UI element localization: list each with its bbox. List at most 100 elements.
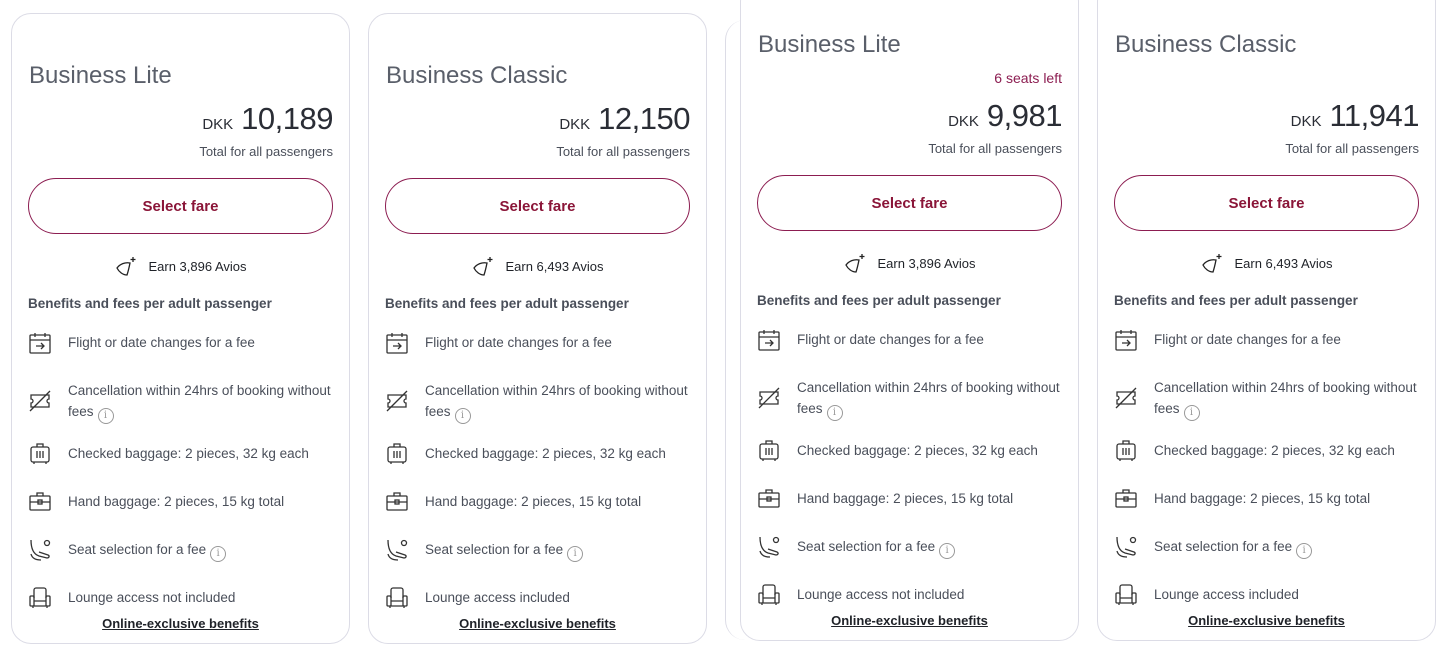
hand-bag-icon [1114, 488, 1154, 517]
benefit-label: Checked baggage: 2 pieces, 32 kg each [797, 443, 1038, 458]
benefit-item: Cancellation within 24hrs of booking wit… [757, 377, 1062, 421]
fare-price: DKK 9,981 [757, 98, 1062, 140]
benefit-text: Lounge access included [425, 587, 570, 608]
seat-icon [1114, 536, 1154, 565]
price-amount: 10,189 [241, 101, 333, 136]
lounge-chair-icon [385, 587, 425, 616]
online-exclusive-benefits-link[interactable]: Online-exclusive benefits [459, 616, 616, 631]
benefit-text: Checked baggage: 2 pieces, 32 kg each [1154, 440, 1395, 461]
benefits-heading: Benefits and fees per adult passenger [1114, 293, 1358, 308]
benefit-item: Seat selection for a fee i [385, 539, 690, 568]
benefit-text: Checked baggage: 2 pieces, 32 kg each [68, 443, 309, 464]
checked-bag-icon [28, 443, 68, 472]
benefit-label: Checked baggage: 2 pieces, 32 kg each [68, 446, 309, 461]
select-fare-button[interactable]: Select fare [28, 178, 333, 234]
fare-price: DKK 12,150 [385, 101, 690, 143]
avios-label: Earn 3,896 Avios [877, 256, 976, 271]
benefit-label: Checked baggage: 2 pieces, 32 kg each [425, 446, 666, 461]
benefit-text: Hand baggage: 2 pieces, 15 kg total [425, 491, 641, 512]
total-label: Total for all passengers [928, 141, 1062, 156]
benefit-item: Checked baggage: 2 pieces, 32 kg each [757, 440, 1062, 469]
fare-card: Business Classic DKK 11,941 Total for all… [1097, 0, 1436, 641]
online-exclusive-benefits-link[interactable]: Online-exclusive benefits [102, 616, 259, 631]
ticket-cancel-icon [1114, 377, 1154, 416]
benefit-item: Seat selection for a fee i [757, 536, 1062, 565]
benefit-text: Cancellation within 24hrs of booking wit… [1154, 377, 1419, 421]
ticket-cancel-icon [385, 380, 425, 419]
avios-icon [845, 254, 865, 273]
info-icon[interactable]: i [97, 408, 114, 424]
benefit-label: Seat selection for a fee [68, 542, 207, 557]
info-icon[interactable]: i [939, 543, 956, 559]
benefit-text: Seat selection for a fee i [68, 539, 227, 562]
seat-icon [757, 536, 797, 565]
benefit-text: Flight or date changes for a fee [425, 332, 612, 353]
benefit-text: Cancellation within 24hrs of booking wit… [425, 380, 690, 424]
benefit-text: Seat selection for a fee i [1154, 536, 1313, 559]
benefit-item: Hand baggage: 2 pieces, 15 kg total [757, 488, 1062, 517]
currency: DKK [1290, 113, 1322, 130]
total-label: Total for all passengers [1285, 141, 1419, 156]
info-icon[interactable]: i [454, 408, 471, 424]
benefit-label: Cancellation within 24hrs of booking wit… [425, 383, 688, 419]
benefit-item: Seat selection for a fee i [28, 539, 333, 568]
benefit-label: Lounge access not included [797, 587, 965, 602]
benefit-item: Hand baggage: 2 pieces, 15 kg total [385, 491, 690, 520]
avios-earn: Earn 3,896 Avios [28, 256, 333, 278]
benefit-item: Hand baggage: 2 pieces, 15 kg total [28, 491, 333, 520]
benefits-heading: Benefits and fees per adult passenger [757, 293, 1001, 308]
benefit-label: Seat selection for a fee [1154, 539, 1293, 554]
benefit-label: Flight or date changes for a fee [797, 332, 984, 347]
info-icon[interactable]: i [1183, 405, 1200, 421]
price-amount: 11,941 [1329, 98, 1419, 133]
fare-title: Business Lite [758, 31, 901, 58]
benefit-label: Flight or date changes for a fee [425, 335, 612, 350]
fare-price: DKK 10,189 [28, 101, 333, 143]
benefit-label: Flight or date changes for a fee [68, 335, 255, 350]
info-icon[interactable]: i [1296, 543, 1313, 559]
select-fare-button[interactable]: Select fare [1114, 175, 1419, 231]
benefit-item: Lounge access not included [28, 587, 333, 616]
avios-icon [473, 257, 493, 276]
info-icon[interactable]: i [826, 405, 843, 421]
benefit-item: Flight or date changes for a fee [757, 329, 1062, 358]
online-exclusive-benefits-link[interactable]: Online-exclusive benefits [1188, 613, 1345, 628]
fare-title: Business Classic [386, 62, 568, 89]
benefit-item: Cancellation within 24hrs of booking wit… [385, 380, 690, 424]
benefit-text: Hand baggage: 2 pieces, 15 kg total [68, 491, 284, 512]
benefit-label: Seat selection for a fee [425, 542, 564, 557]
lounge-chair-icon [1114, 584, 1154, 613]
select-fare-button[interactable]: Select fare [385, 178, 690, 234]
benefit-label: Checked baggage: 2 pieces, 32 kg each [1154, 443, 1395, 458]
fare-price: DKK 11,941 [1114, 98, 1420, 140]
benefit-label: Hand baggage: 2 pieces, 15 kg total [425, 494, 642, 509]
benefit-label: Cancellation within 24hrs of booking wit… [68, 383, 331, 419]
avios-label: Earn 3,896 Avios [148, 259, 247, 274]
checked-bag-icon [385, 443, 425, 472]
benefit-text: Hand baggage: 2 pieces, 15 kg total [797, 488, 1013, 509]
hand-bag-icon [757, 488, 797, 517]
benefit-text: Flight or date changes for a fee [797, 329, 984, 350]
benefit-label: Hand baggage: 2 pieces, 15 kg total [68, 494, 285, 509]
calendar-arrow-icon [28, 332, 68, 361]
total-label: Total for all passengers [199, 144, 333, 159]
benefit-text: Lounge access included [1154, 584, 1299, 605]
currency: DKK [948, 113, 979, 130]
info-icon[interactable]: i [567, 546, 584, 562]
benefit-item: Seat selection for a fee i [1114, 536, 1419, 565]
benefit-text: Flight or date changes for a fee [68, 332, 255, 353]
calendar-arrow-icon [385, 332, 425, 361]
benefit-text: Checked baggage: 2 pieces, 32 kg each [797, 440, 1038, 461]
lounge-chair-icon [28, 587, 68, 616]
avios-earn: Earn 3,896 Avios [757, 253, 1062, 275]
fare-title: Business Lite [29, 62, 172, 89]
info-icon[interactable]: i [210, 546, 227, 562]
avios-label: Earn 6,493 Avios [1234, 256, 1333, 271]
hand-bag-icon [28, 491, 68, 520]
online-exclusive-benefits-link[interactable]: Online-exclusive benefits [831, 613, 988, 628]
hand-bag-icon [385, 491, 425, 520]
currency: DKK [202, 116, 234, 133]
benefit-text: Cancellation within 24hrs of booking wit… [68, 380, 333, 424]
benefit-text: Checked baggage: 2 pieces, 32 kg each [425, 443, 666, 464]
select-fare-button[interactable]: Select fare [757, 175, 1062, 231]
